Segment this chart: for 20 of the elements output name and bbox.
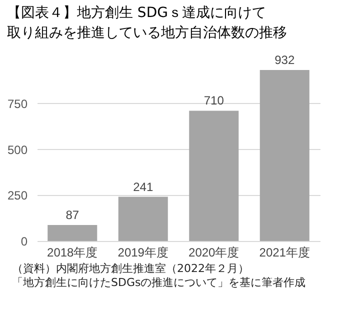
data-label: 241: [133, 180, 154, 194]
text: （資料）内閣府地方創生推進室（2022年２月）: [12, 262, 250, 276]
bar: [260, 70, 310, 241]
text: 「地方創生に向けたSDGsの推進について」を基に筆者作成: [12, 276, 307, 290]
x-tick-label: 2021年度: [259, 246, 310, 260]
x-tick-label: 2020年度: [188, 246, 240, 260]
chart-subtitle: 取り組みを推進している地方自治体数の推移: [6, 25, 287, 41]
y-tick-label: 750: [7, 96, 28, 111]
y-tick-label: 250: [7, 188, 28, 203]
x-tick-label: 2018年度: [47, 246, 98, 260]
data-label: 932: [274, 53, 295, 67]
bar: [189, 110, 239, 241]
y-tick-label: 0: [20, 234, 28, 248]
data-label: 710: [204, 94, 224, 108]
bar: [118, 196, 168, 241]
bar: [48, 225, 98, 241]
y-tick-label: 500: [7, 142, 28, 157]
chart-title: 【図表４】地方創生 SDGｓ達成に向けて: [6, 5, 266, 21]
x-tick-label: 2019年度: [118, 246, 168, 260]
data-label: 87: [66, 208, 80, 222]
